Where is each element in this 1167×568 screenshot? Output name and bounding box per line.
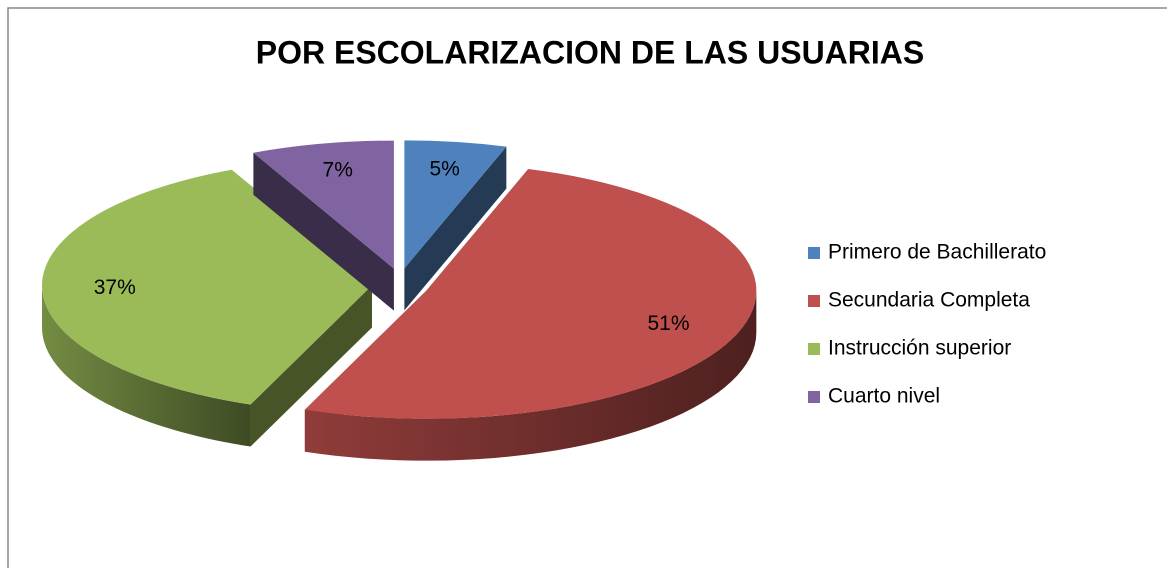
data-label: 51%: [648, 312, 690, 335]
legend-swatch: [808, 295, 820, 307]
slice-wall: [253, 152, 394, 311]
legend-label: Primero de Bachillerato: [828, 241, 1046, 264]
pie-slice: [304, 168, 757, 461]
chart-title: POR ESCOLARIZACION DE LAS USUARIAS: [256, 34, 924, 70]
data-label: 7%: [323, 159, 353, 182]
legend-swatch: [808, 391, 820, 403]
legend-swatch: [808, 343, 820, 355]
pie-slice: [404, 140, 507, 311]
legend-label: Instrucción superior: [828, 337, 1011, 360]
pie-slice: [253, 140, 394, 311]
pie-slice: [42, 169, 373, 447]
slice-wall: [250, 285, 373, 447]
slice-side: [42, 285, 251, 447]
slice-top: [304, 168, 757, 419]
legend-label: Secundaria Completa: [828, 289, 1030, 312]
slice-top: [253, 140, 394, 269]
slice-top: [42, 169, 373, 405]
slice-top: [404, 140, 507, 269]
data-label: 37%: [94, 276, 136, 299]
data-label: 5%: [429, 157, 459, 180]
legend-label: Cuarto nivel: [828, 385, 940, 408]
legend-swatch: [808, 247, 820, 259]
slice-wall: [404, 146, 507, 311]
slice-side: [304, 290, 757, 461]
